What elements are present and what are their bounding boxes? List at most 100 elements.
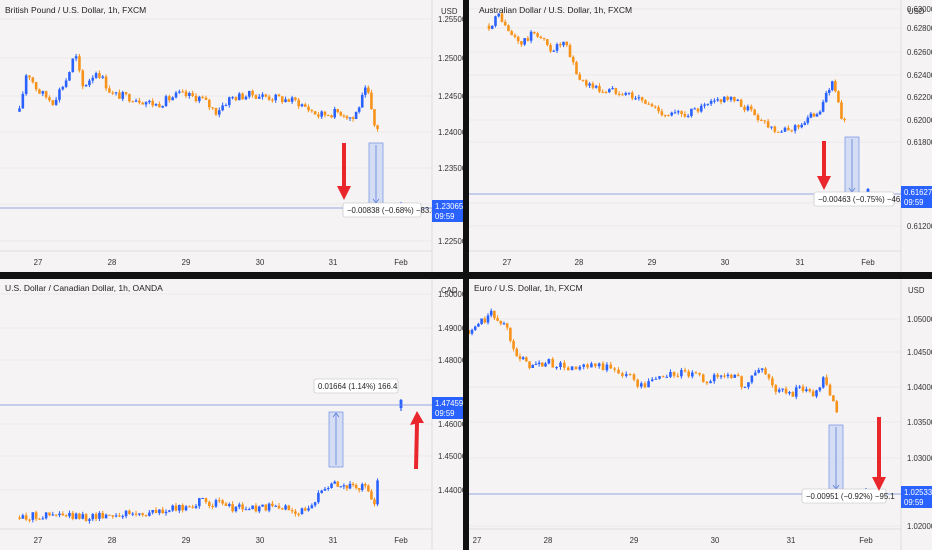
candle-body [224, 105, 228, 107]
candle-body [617, 93, 621, 95]
x-tick-label: 28 [108, 536, 117, 545]
candle-body [307, 106, 310, 111]
chart-panel-eurusd[interactable]: −0.00951 (−0.92%) −95.1 Euro / U.S. Doll… [469, 279, 932, 550]
candle-body [716, 374, 719, 377]
candle-body [566, 367, 570, 371]
candle-body [529, 31, 533, 41]
candle-body [317, 492, 320, 503]
candle-body [729, 96, 733, 100]
candle-body [68, 72, 71, 81]
candle-body [271, 503, 274, 506]
candle-body [673, 112, 677, 114]
candle-body [74, 513, 78, 519]
candle-body [141, 102, 145, 105]
candle-body [537, 362, 541, 365]
measure-label: 0.01664 (1.14%) 166.4 [318, 382, 398, 391]
trend-down-arrow [872, 417, 886, 491]
candle-body [247, 509, 251, 511]
price-tag [432, 200, 463, 222]
x-tick-label: 29 [182, 258, 191, 267]
candle-body [756, 115, 760, 121]
candle-body [533, 31, 536, 34]
candle-body [261, 94, 264, 97]
candle-body [605, 364, 609, 371]
candle-body [696, 108, 700, 112]
candle-body [559, 362, 562, 368]
candle-body [551, 359, 555, 368]
trend-down-arrow [337, 143, 351, 200]
candle-body [111, 515, 115, 517]
candle-body [733, 374, 737, 378]
trend-up-arrow [410, 411, 424, 469]
candle-body [290, 510, 294, 512]
candle-body [118, 92, 121, 99]
y-tick-label: 1.46000 [438, 420, 463, 429]
measure-label-box [813, 191, 895, 207]
price-tag-value: 1.23065 [435, 202, 463, 211]
candle-body [770, 126, 773, 128]
candle-body [310, 110, 314, 112]
candle-body [594, 85, 598, 88]
candle-body [680, 370, 683, 377]
candle-body [244, 509, 248, 511]
candle-body [91, 514, 95, 520]
y-tick-label: 1.25000 [438, 54, 463, 63]
candle-body [251, 505, 254, 510]
candle-body [594, 363, 597, 367]
candle-body [703, 104, 706, 106]
candle-body [81, 70, 85, 87]
candle-body [81, 514, 85, 519]
candle-body [194, 95, 198, 102]
candle-body [134, 513, 138, 515]
candle-body [198, 498, 201, 507]
candle-body [48, 97, 51, 101]
candle-body [597, 363, 601, 367]
candle-body [370, 92, 373, 110]
candle-body [124, 510, 128, 517]
candle-body [683, 113, 687, 117]
candle-body [174, 505, 178, 511]
x-tick-label: 30 [721, 258, 730, 267]
chart-title: Euro / U.S. Dollar, 1h, FXCM [474, 283, 583, 293]
candle-body [58, 513, 61, 516]
candle-body [469, 330, 471, 334]
candle-body [753, 372, 757, 376]
candle-body [367, 87, 370, 93]
candle-body [21, 515, 25, 519]
candle-body [565, 41, 569, 46]
candle-body [114, 92, 118, 94]
candle-body [357, 488, 361, 490]
candle-body [722, 96, 726, 102]
candle-body [790, 130, 794, 132]
x-tick-label: 27 [503, 258, 512, 267]
candle-body [88, 519, 91, 521]
chart-panel-gbpusd[interactable]: −0.00838 (−0.68%) −83.8 British Pound / … [0, 0, 463, 272]
candle-body [271, 99, 274, 101]
currency-label: USD [908, 7, 925, 16]
candle-body [831, 81, 834, 91]
candle-body [78, 56, 81, 71]
candle-body [339, 486, 343, 488]
candle-body [800, 124, 803, 128]
candle-body [818, 111, 822, 115]
candle-body [647, 103, 651, 105]
candle-body [749, 106, 753, 110]
y-tick-label: 1.03000 [907, 454, 932, 463]
candle-body [670, 112, 674, 116]
candle-body [151, 100, 154, 106]
chart-panel-audusd[interactable]: −0.00463 (−0.75%) −46.3 Australian Dolla… [469, 0, 932, 272]
candle-body [231, 504, 234, 512]
candle-body [521, 357, 525, 360]
candle-body [303, 104, 307, 107]
candle-body [264, 94, 268, 97]
measure-label-box [801, 488, 887, 504]
candle-body [536, 33, 539, 37]
candle-body [241, 504, 244, 510]
candle-body [44, 91, 48, 98]
x-tick-label: 28 [108, 258, 117, 267]
x-tick-label: 30 [256, 536, 265, 545]
chart-panel-usdcad[interactable]: 0.01664 (1.14%) 166.4 U.S. Dollar / Cana… [0, 279, 463, 550]
